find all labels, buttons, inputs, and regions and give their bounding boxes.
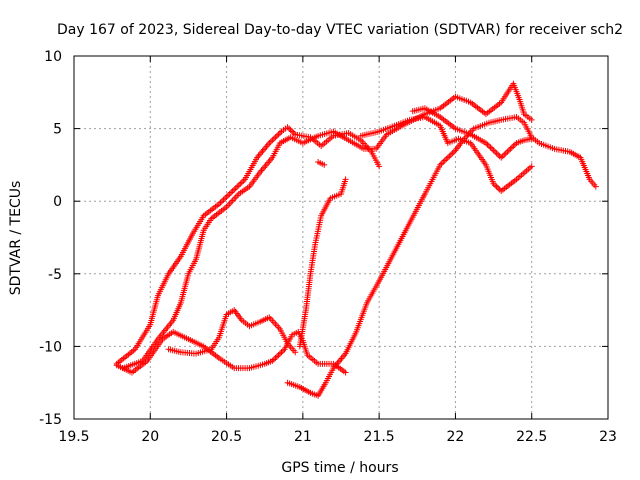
series-track7 (357, 113, 535, 195)
data-point (528, 135, 535, 142)
data-point (342, 176, 349, 183)
x-tick-label: 20.5 (211, 429, 242, 445)
y-axis-label: SDTVAR / TECUs (8, 181, 24, 296)
x-tick-label: 21 (294, 429, 312, 445)
x-tick-label: 22.5 (516, 429, 547, 445)
data-point (321, 161, 328, 168)
y-tick-label: 5 (53, 122, 62, 138)
y-tick-label: -5 (48, 267, 62, 283)
y-tick-label: 0 (53, 194, 62, 210)
data-point (342, 369, 349, 376)
series-track8 (409, 105, 535, 161)
x-tick-label: 22 (447, 429, 465, 445)
data-point (292, 349, 299, 356)
x-tick-label: 20 (141, 429, 159, 445)
data-point (528, 116, 535, 123)
x-tick-label: 19.5 (58, 429, 89, 445)
series-track5 (284, 113, 599, 399)
series-track6 (296, 176, 349, 350)
grid-lines (74, 56, 608, 419)
x-tick-label: 21.5 (364, 429, 395, 445)
y-tick-label: -10 (39, 339, 62, 355)
y-tick-label: -15 (39, 412, 62, 428)
data-point (592, 183, 599, 190)
y-tick-label: 10 (44, 49, 62, 65)
x-tick-label: 23 (599, 429, 617, 445)
plot-frame (73, 55, 609, 420)
series-track4 (165, 307, 299, 357)
chart-title: Day 167 of 2023, Sidereal Day-to-day VTE… (57, 22, 623, 38)
x-axis-label: GPS time / hours (281, 460, 398, 476)
data-point (528, 163, 535, 170)
data-point (376, 163, 383, 170)
data-points (113, 80, 599, 399)
axis-ticks: 19.5 20 20.5 21 21.5 22 22.5 23 -15 -10 -5 0 5 10 (39, 49, 617, 445)
series-track9 (315, 158, 328, 168)
series-track2 (119, 80, 535, 372)
